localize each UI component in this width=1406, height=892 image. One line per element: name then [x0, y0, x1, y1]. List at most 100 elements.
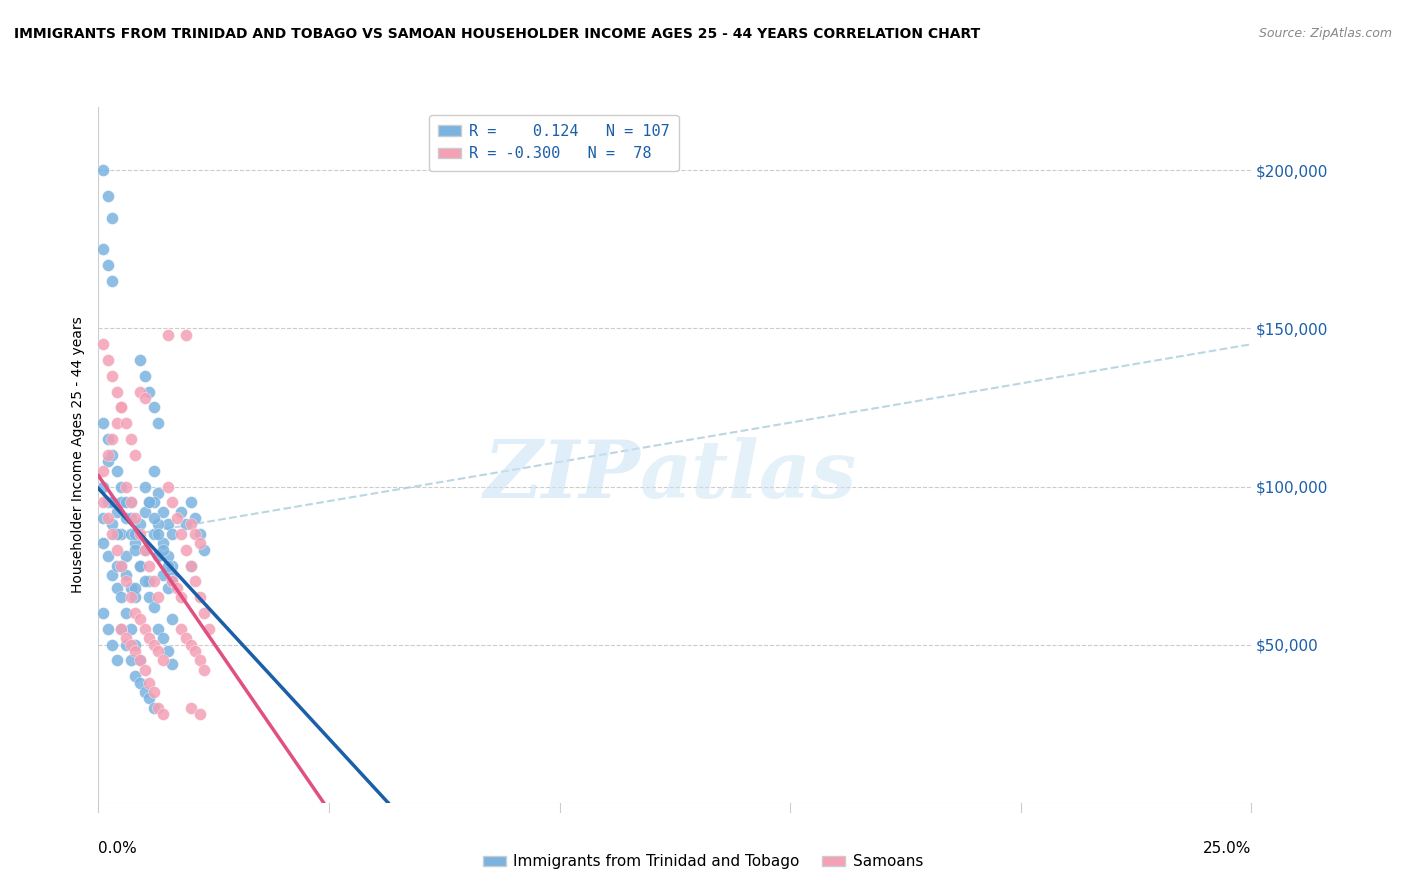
Point	[160, 657, 183, 671]
Point	[160, 495, 183, 509]
Point	[101, 448, 124, 462]
Point	[174, 517, 197, 532]
Point	[188, 653, 211, 667]
Point	[120, 622, 142, 636]
Point	[124, 606, 146, 620]
Point	[115, 417, 138, 431]
Point	[148, 417, 170, 431]
Point	[142, 495, 165, 509]
Point	[105, 464, 128, 478]
Point	[138, 675, 160, 690]
Point	[170, 505, 193, 519]
Point	[188, 527, 211, 541]
Point	[193, 606, 215, 620]
Point	[174, 327, 197, 342]
Point	[97, 622, 120, 636]
Point	[97, 549, 120, 563]
Point	[152, 707, 174, 722]
Point	[124, 638, 146, 652]
Point	[110, 622, 132, 636]
Text: atlas: atlas	[640, 437, 858, 515]
Point	[101, 638, 124, 652]
Point	[105, 542, 128, 557]
Point	[180, 638, 202, 652]
Point	[134, 368, 156, 383]
Point	[97, 258, 120, 272]
Point	[156, 558, 179, 573]
Point	[138, 591, 160, 605]
Point	[115, 495, 138, 509]
Point	[142, 685, 165, 699]
Point	[120, 581, 142, 595]
Point	[156, 479, 179, 493]
Point	[138, 691, 160, 706]
Point	[134, 391, 156, 405]
Legend: R =    0.124   N = 107, R = -0.300   N =  78: R = 0.124 N = 107, R = -0.300 N = 78	[429, 115, 679, 170]
Point	[142, 401, 165, 415]
Point	[138, 495, 160, 509]
Point	[91, 163, 114, 178]
Point	[105, 384, 128, 399]
Point	[120, 495, 142, 509]
Point	[160, 558, 183, 573]
Point	[101, 527, 124, 541]
Point	[110, 401, 132, 415]
Point	[193, 663, 215, 677]
Point	[184, 574, 207, 589]
Point	[105, 505, 128, 519]
Point	[91, 606, 114, 620]
Point	[120, 511, 142, 525]
Point	[110, 558, 132, 573]
Point	[115, 606, 138, 620]
Point	[101, 368, 124, 383]
Point	[184, 527, 207, 541]
Text: 0.0%: 0.0%	[98, 841, 138, 855]
Point	[152, 632, 174, 646]
Point	[115, 638, 138, 652]
Point	[129, 517, 152, 532]
Point	[101, 211, 124, 225]
Point	[129, 384, 152, 399]
Point	[105, 653, 128, 667]
Point	[148, 644, 170, 658]
Point	[120, 653, 142, 667]
Point	[160, 574, 183, 589]
Point	[138, 574, 160, 589]
Point	[115, 511, 138, 525]
Point	[105, 527, 128, 541]
Point	[184, 511, 207, 525]
Point	[129, 353, 152, 368]
Point	[124, 448, 146, 462]
Point	[124, 511, 146, 525]
Point	[97, 188, 120, 202]
Point	[156, 517, 179, 532]
Point	[110, 591, 132, 605]
Point	[148, 591, 170, 605]
Point	[97, 495, 120, 509]
Point	[156, 581, 179, 595]
Point	[115, 568, 138, 582]
Point	[101, 517, 124, 532]
Point	[105, 417, 128, 431]
Point	[198, 622, 221, 636]
Point	[120, 638, 142, 652]
Point	[180, 495, 202, 509]
Point	[120, 527, 142, 541]
Point	[101, 432, 124, 446]
Point	[115, 574, 138, 589]
Point	[110, 495, 132, 509]
Point	[148, 622, 170, 636]
Point	[166, 511, 188, 525]
Point	[156, 549, 179, 563]
Text: ZIP: ZIP	[484, 437, 640, 515]
Point	[129, 527, 152, 541]
Point	[134, 663, 156, 677]
Point	[110, 401, 132, 415]
Point	[148, 549, 170, 563]
Point	[91, 479, 114, 493]
Point	[101, 495, 124, 509]
Point	[97, 353, 120, 368]
Point	[124, 591, 146, 605]
Point	[188, 591, 211, 605]
Point	[142, 701, 165, 715]
